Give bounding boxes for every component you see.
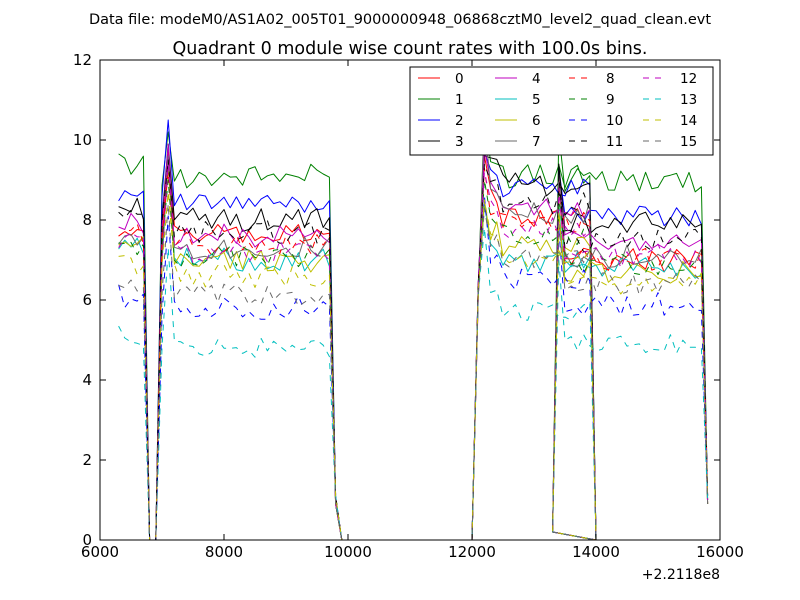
legend-label-5: 5 (532, 92, 541, 108)
y-tick-label: 0 (82, 531, 92, 549)
y-tick-label: 12 (73, 51, 92, 69)
series-line-5 (118, 159, 709, 540)
legend-label-15: 15 (680, 134, 697, 150)
x-tick-label: 16000 (696, 543, 744, 561)
x-tick-label: 12000 (448, 543, 496, 561)
legend-label-11: 11 (606, 134, 623, 150)
legend-label-4: 4 (532, 71, 541, 87)
plot-lines (118, 115, 709, 540)
legend-label-8: 8 (606, 71, 615, 87)
legend-label-14: 14 (680, 113, 697, 129)
series-line-0 (118, 147, 709, 540)
series-line-1 (118, 115, 709, 540)
legend-label-0: 0 (455, 71, 464, 87)
legend-label-9: 9 (606, 92, 615, 108)
x-tick-label: 6000 (81, 543, 119, 561)
x-axis-offset-label: +2.2118e8 (642, 567, 720, 583)
y-tick-label: 4 (82, 371, 92, 389)
y-tick-label: 6 (82, 291, 92, 309)
legend-label-13: 13 (680, 92, 697, 108)
series-line-10 (118, 195, 709, 540)
legend-label-7: 7 (532, 134, 541, 150)
series-line-4 (118, 143, 709, 540)
x-tick-label: 8000 (205, 543, 243, 561)
plot-frame (99, 59, 721, 541)
x-tick-label: 10000 (324, 543, 372, 561)
series-line-9 (118, 179, 709, 540)
legend-label-1: 1 (455, 92, 464, 108)
legend-label-6: 6 (532, 113, 541, 129)
x-tick-label: 14000 (572, 543, 620, 561)
series-line-13 (118, 227, 709, 540)
series-line-15 (118, 203, 709, 540)
legend-label-12: 12 (680, 71, 697, 87)
legend-label-10: 10 (606, 113, 623, 129)
series-line-2 (118, 119, 709, 540)
legend-box (409, 66, 714, 156)
figure-suptitle: Data file: modeM0/AS1A02_005T01_90000009… (89, 12, 711, 28)
chart-title: Quadrant 0 module wise count rates with … (173, 39, 648, 59)
y-tick-label: 2 (82, 451, 92, 469)
y-tick-label: 8 (82, 211, 92, 229)
series-line-3 (118, 143, 709, 540)
y-tick-label: 10 (73, 131, 92, 149)
series-line-8 (118, 167, 709, 540)
series-line-12 (118, 163, 709, 540)
series-line-14 (118, 191, 709, 540)
legend-label-2: 2 (455, 113, 464, 129)
series-line-6 (118, 163, 709, 540)
series-line-7 (118, 115, 709, 540)
legend-label-3: 3 (455, 134, 464, 150)
